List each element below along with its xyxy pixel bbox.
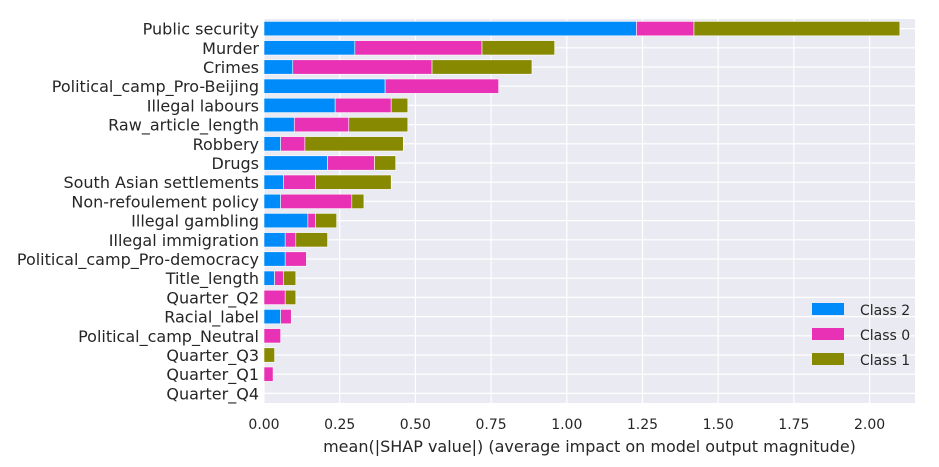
bar-segment bbox=[274, 270, 284, 286]
x-tick-label: 2.00 bbox=[854, 417, 885, 433]
bar-segment bbox=[295, 232, 328, 248]
category-label: Non-refoulement policy bbox=[71, 192, 259, 211]
bars bbox=[263, 21, 901, 382]
x-tick-label: 0.75 bbox=[476, 417, 507, 433]
bar-segment bbox=[263, 328, 281, 344]
category-label: Racial_label bbox=[164, 308, 259, 328]
bar-segment bbox=[263, 193, 281, 209]
legend-label: Class 0 bbox=[860, 328, 910, 344]
bar-segment bbox=[307, 213, 316, 229]
x-tick-label: 1.50 bbox=[703, 417, 734, 433]
category-label: Quarter_Q3 bbox=[166, 346, 259, 366]
category-label: Quarter_Q4 bbox=[166, 384, 259, 404]
legend-swatch bbox=[812, 353, 844, 365]
category-label: Title_length bbox=[165, 269, 259, 289]
bar-segment bbox=[263, 155, 328, 171]
bar-segment bbox=[263, 232, 286, 248]
bar-segment bbox=[263, 59, 294, 75]
x-tick-label: 0.25 bbox=[324, 417, 355, 433]
bar-segment bbox=[263, 251, 286, 267]
bar-segment bbox=[384, 78, 499, 94]
bar-segment bbox=[431, 59, 533, 75]
bar-segment bbox=[263, 289, 286, 305]
category-labels: Public securityMurderCrimesPolitical_cam… bbox=[17, 20, 260, 405]
bar-segment bbox=[263, 78, 386, 94]
category-label: Robbery bbox=[193, 135, 259, 154]
bar-segment bbox=[315, 174, 392, 190]
category-label: Political_camp_Pro-democracy bbox=[17, 250, 259, 270]
bar-segment bbox=[263, 347, 275, 363]
category-label: Raw_article_length bbox=[108, 116, 259, 136]
category-label: Murder bbox=[202, 39, 259, 58]
bar-segment bbox=[263, 117, 295, 133]
bar-segment bbox=[351, 193, 365, 209]
legend-label: Class 1 bbox=[860, 353, 910, 369]
bar-segment bbox=[327, 155, 375, 171]
bar-segment bbox=[304, 136, 404, 152]
bar-segment bbox=[263, 97, 336, 113]
bar-segment bbox=[280, 136, 306, 152]
bar-segment bbox=[334, 97, 392, 113]
bar-segment bbox=[292, 59, 433, 75]
bar-segment bbox=[280, 193, 353, 209]
bar-segment bbox=[263, 174, 284, 190]
legend-swatch bbox=[812, 328, 844, 340]
category-label: Illegal immigration bbox=[109, 231, 259, 250]
category-label: Political_camp_Pro-Beijing bbox=[52, 77, 259, 97]
bar-segment bbox=[284, 251, 307, 267]
bar-segment bbox=[263, 270, 275, 286]
bar-segment bbox=[693, 21, 901, 37]
category-label: Political_camp_Neutral bbox=[78, 327, 259, 347]
category-label: Quarter_Q1 bbox=[166, 365, 259, 385]
bar-segment bbox=[348, 117, 409, 133]
x-axis-title: mean(|SHAP value|) (average impact on mo… bbox=[323, 437, 856, 456]
bar-segment bbox=[374, 155, 397, 171]
plot-area bbox=[264, 19, 915, 403]
bar-segment bbox=[354, 40, 483, 56]
x-tick-label: 1.00 bbox=[551, 417, 582, 433]
bar-segment bbox=[283, 174, 316, 190]
bar-segment bbox=[280, 309, 292, 325]
bar-segment bbox=[481, 40, 555, 56]
bar-segment bbox=[284, 232, 297, 248]
x-tick-labels: 0.00 0.25 0.50 0.75 1.00 1.25 1.50 1.75 2.00 bbox=[248, 417, 885, 433]
bar-segment bbox=[284, 289, 297, 305]
bar-segment bbox=[315, 213, 337, 229]
category-label: Illegal gambling bbox=[131, 212, 259, 231]
category-label: Illegal labours bbox=[147, 96, 259, 115]
bar-segment bbox=[636, 21, 695, 37]
category-label: Public security bbox=[143, 20, 259, 39]
legend-label: Class 2 bbox=[860, 303, 910, 319]
bar-segment bbox=[263, 213, 309, 229]
x-tick-label: 0.50 bbox=[400, 417, 431, 433]
bar-segment bbox=[293, 117, 350, 133]
legend: Class 2 Class 0 Class 1 bbox=[812, 303, 910, 369]
legend-swatch bbox=[812, 303, 844, 315]
x-tick-label: 1.25 bbox=[627, 417, 658, 433]
category-label: Drugs bbox=[211, 154, 259, 173]
category-label: Crimes bbox=[203, 58, 259, 77]
category-label: South Asian settlements bbox=[63, 173, 259, 192]
bar-segment bbox=[390, 97, 409, 113]
bar-segment bbox=[263, 40, 356, 56]
bar-segment bbox=[263, 136, 281, 152]
bar-segment bbox=[263, 309, 281, 325]
category-label: Quarter_Q2 bbox=[166, 288, 259, 308]
bar-segment bbox=[263, 21, 637, 37]
bar-segment bbox=[263, 366, 274, 382]
x-tick-label: 0.00 bbox=[248, 417, 279, 433]
x-tick-label: 1.75 bbox=[778, 417, 809, 433]
bar-segment bbox=[283, 270, 297, 286]
